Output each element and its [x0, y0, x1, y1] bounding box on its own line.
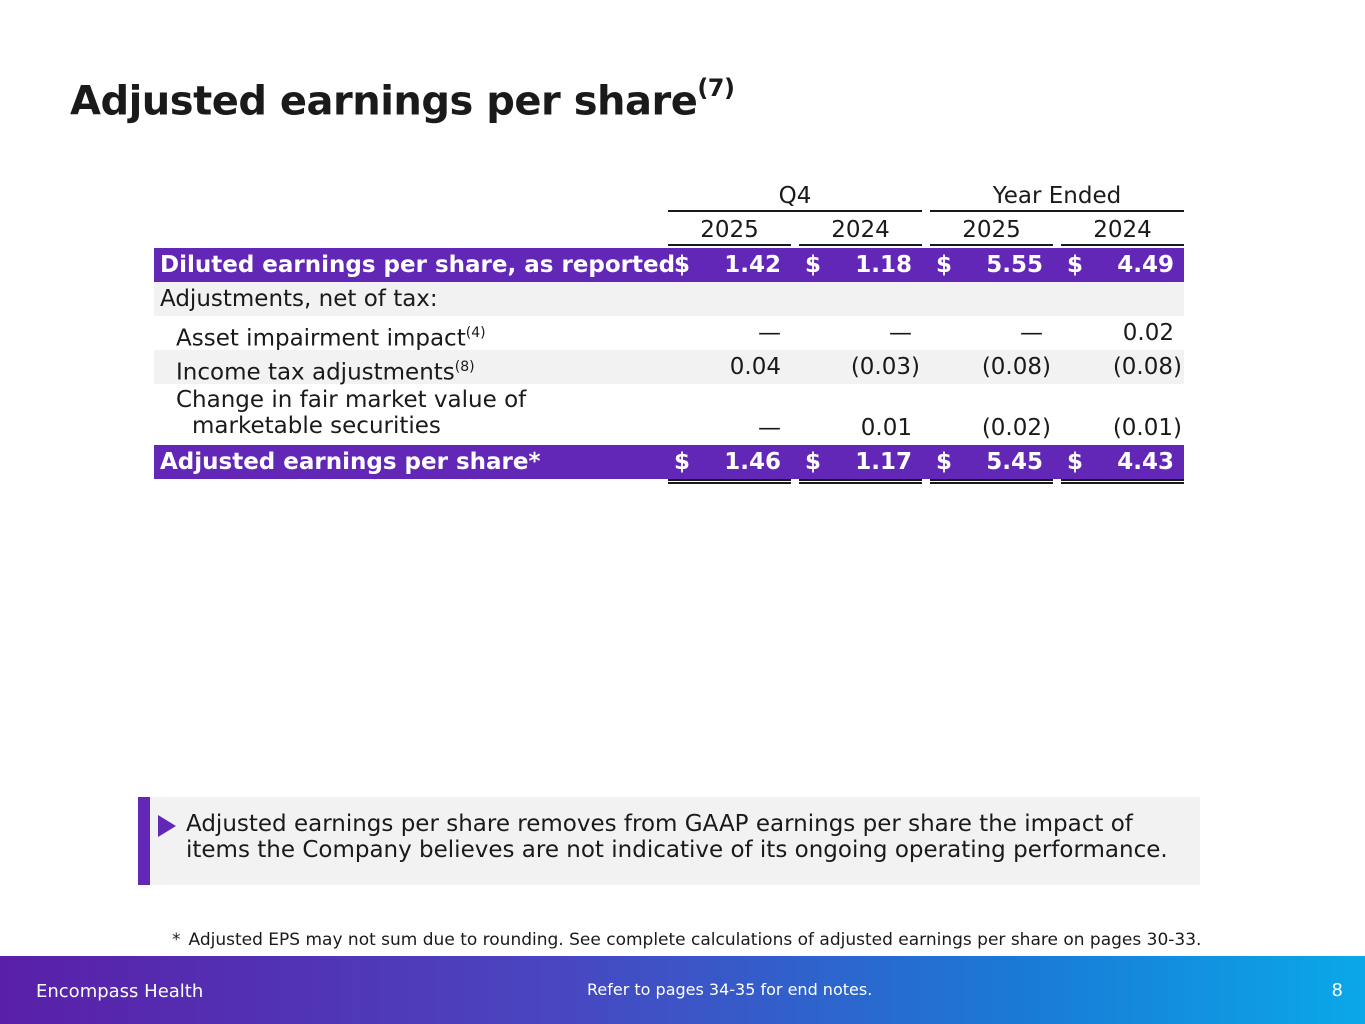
callout-text: Adjusted earnings per share removes from…: [186, 811, 1168, 863]
triangle-bullet-icon: [158, 815, 176, 837]
header-year-ye-2024: 2024: [1061, 216, 1184, 246]
currency-symbol: $: [674, 449, 691, 475]
row-label: Income tax adjustments(8): [176, 359, 475, 386]
header-year-q4-2025: 2025: [668, 216, 791, 246]
callout-box: Adjusted earnings per share removes from…: [138, 797, 1200, 885]
value-q4-2025: 0.04: [729, 354, 781, 380]
value-q4-2025: 1.46: [724, 449, 781, 475]
row-label-line2: marketable securities: [192, 413, 441, 439]
double-underline: [668, 479, 791, 484]
value-ye-2024: 4.43: [1117, 449, 1174, 475]
header-q4: Q4: [668, 182, 922, 212]
currency-symbol: $: [936, 252, 953, 278]
row-income-tax: Income tax adjustments(8) 0.04 (0.03) (0…: [154, 350, 1184, 386]
row-diluted-eps: Diluted earnings per share, as reported …: [154, 248, 1184, 282]
currency-symbol: $: [805, 252, 822, 278]
currency-symbol: $: [805, 449, 822, 475]
row-asset-impairment: Asset impairment impact(4) — — — 0.02: [154, 316, 1184, 352]
header-year-ended: Year Ended: [930, 182, 1184, 212]
value-ye-2025: (0.02): [981, 415, 1051, 441]
value-ye-2024: (0.01): [1112, 415, 1182, 441]
page-title: Adjusted earnings per share(7): [70, 74, 735, 125]
value-q4-2024: 1.18: [855, 252, 912, 278]
currency-symbol: $: [936, 449, 953, 475]
row-adjustments-header: Adjustments, net of tax:: [154, 282, 1184, 316]
header-year-ye-2025: 2025: [930, 216, 1053, 246]
row-label: Adjustments, net of tax:: [160, 286, 438, 312]
value-ye-2024: 4.49: [1117, 252, 1174, 278]
page-number: 8: [1331, 980, 1343, 1001]
value-ye-2024: (0.08): [1112, 354, 1182, 380]
value-ye-2025: 5.45: [986, 449, 1043, 475]
value-ye-2025: 5.55: [986, 252, 1043, 278]
row-label: Adjusted earnings per share*: [160, 449, 541, 475]
value-q4-2024: 1.17: [855, 449, 912, 475]
row-label: Asset impairment impact(4): [176, 325, 486, 352]
value-ye-2025: (0.08): [981, 354, 1051, 380]
currency-symbol: $: [674, 252, 691, 278]
currency-symbol: $: [1067, 449, 1084, 475]
value-ye-2025: —: [1020, 320, 1043, 346]
value-ye-2024: 0.02: [1122, 320, 1174, 346]
footnote-marker: *: [172, 930, 181, 950]
footer-end-notes: Refer to pages 34-35 for end notes.: [587, 980, 873, 999]
double-underline: [930, 479, 1053, 484]
row-adjusted-eps: Adjusted earnings per share* $1.46 $1.17…: [154, 445, 1184, 479]
footer-bar: Encompass Health Refer to pages 34-35 fo…: [0, 956, 1365, 1024]
value-q4-2024: —: [889, 320, 912, 346]
currency-symbol: $: [1067, 252, 1084, 278]
double-underline: [1061, 479, 1184, 484]
value-q4-2024: 0.01: [860, 415, 912, 441]
row-label-line1: Change in fair market value of: [176, 387, 527, 413]
footnote-text: Adjusted EPS may not sum due to rounding…: [188, 930, 1202, 950]
value-q4-2024: (0.03): [850, 354, 920, 380]
footer-brand: Encompass Health: [36, 981, 204, 1002]
footnote: * Adjusted EPS may not sum due to roundin…: [172, 930, 1201, 950]
header-year-q4-2024: 2024: [799, 216, 922, 246]
value-q4-2025: —: [758, 415, 781, 441]
value-q4-2025: 1.42: [724, 252, 781, 278]
value-q4-2025: —: [758, 320, 781, 346]
title-footnote-ref: (7): [697, 74, 735, 102]
row-fair-market-value: Change in fair market value of marketabl…: [154, 384, 1184, 444]
row-label: Diluted earnings per share, as reported: [160, 252, 676, 278]
double-underline: [799, 479, 922, 484]
